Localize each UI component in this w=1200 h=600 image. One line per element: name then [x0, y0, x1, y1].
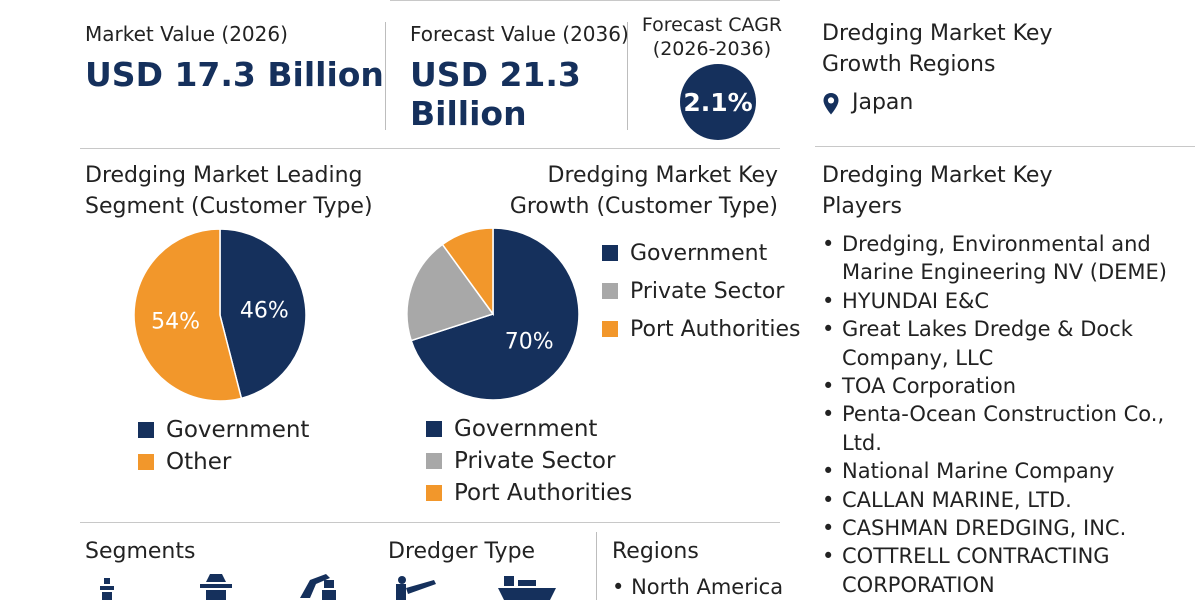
- forecast-value-line2: Billion: [410, 94, 527, 133]
- key-player-item: CALLAN MARINE, LTD.: [820, 486, 1190, 515]
- key-player-item: COTTRELL CONTRACTING CORPORATION: [820, 542, 1190, 599]
- chart1-slice-government: [219, 228, 307, 400]
- chart2-slice-private-sector: [406, 243, 495, 342]
- key-player-item: National Marine Company: [820, 457, 1190, 486]
- regions-item-label: North America: [631, 575, 784, 599]
- chart1-legend-swatch-government: [138, 422, 154, 438]
- key-player-item: Penta-Ocean Construction Co., Ltd.: [820, 400, 1190, 457]
- growth-region-japan: Japan: [852, 90, 914, 115]
- key-players-list: Dredging, Environmental and Marine Engin…: [820, 230, 1190, 599]
- key-player-item: CASHMAN DREDGING, INC.: [820, 514, 1190, 543]
- chart2-legend-bottom-label-government: Government: [454, 416, 598, 442]
- regions-item-north-america: • North America: [612, 575, 784, 599]
- key-players-title-line1: Dredging Market Key: [822, 163, 1053, 188]
- chart2-legend-bottom-item-private: Private Sector: [426, 445, 632, 477]
- top-border-line: [390, 0, 780, 1]
- chart2-data-label-government: 70%: [505, 329, 554, 354]
- cagr-label-line2: (2026-2036): [652, 38, 772, 60]
- chart2-legend-bottom-item-government: Government: [426, 413, 632, 445]
- chart1-legend-label-other: Other: [166, 449, 232, 475]
- chart2-legend-right-label-port: Port Authorities: [630, 316, 801, 342]
- growth-regions-title-line1: Dredging Market Key: [822, 21, 1053, 46]
- cagr-label-line1: Forecast CAGR: [641, 14, 783, 36]
- chart2-legend-right-label-private: Private Sector: [630, 278, 785, 304]
- chart1-data-label-government: 46%: [240, 298, 289, 323]
- chart1-legend-label-government: Government: [166, 417, 310, 443]
- growth-regions-title-line2: Growth Regions: [822, 52, 996, 77]
- chart2-legend-right-item-private: Private Sector: [602, 272, 801, 310]
- chart2-legend-right-item-port: Port Authorities: [602, 310, 801, 348]
- chart1-legend: Government Other: [138, 414, 309, 478]
- chart2-legend-bottom-item-port: Port Authorities: [426, 477, 632, 509]
- chart2-legend-bottom-label-port: Port Authorities: [454, 480, 633, 506]
- kpi-divider-2: [627, 22, 628, 130]
- chart2-legend-bottom: Government Private Sector Port Authoriti…: [426, 413, 632, 509]
- chart2-title-line1: Dredging Market Key: [547, 163, 778, 188]
- chart2-legend-right-swatch-private: [602, 283, 618, 299]
- bottom-divider-regions: [596, 532, 597, 600]
- forecast-value-label: Forecast Value (2036): [410, 22, 629, 46]
- dredger-type-label: Dredger Type: [388, 539, 536, 564]
- government-building-icon: [100, 578, 114, 600]
- chart2-slice-government: [410, 227, 580, 401]
- key-players-title-line2: Players: [822, 194, 902, 219]
- key-player-item: Dredging, Environmental and Marine Engin…: [820, 230, 1190, 287]
- key-player-item: Great Lakes Dredge & Dock Company, LLC: [820, 315, 1190, 372]
- regions-bottom-divider: [815, 146, 1195, 147]
- kpi-bottom-divider: [80, 148, 780, 149]
- chart1-legend-item-other: Other: [138, 446, 309, 478]
- charts-bottom-divider: [80, 522, 780, 523]
- regions-label: Regions: [612, 539, 699, 564]
- chart2-slice-port-authorities: [441, 227, 494, 317]
- chart1-legend-item-government: Government: [138, 414, 309, 446]
- chart2-legend-bottom-swatch-government: [426, 421, 442, 437]
- port-crane-icon: [300, 574, 336, 600]
- chart2-legend-right-swatch-port: [602, 321, 618, 337]
- forecast-value-line1: USD 21.3: [410, 55, 581, 94]
- chart1-data-label-other: 54%: [151, 310, 200, 335]
- chart2-title-line2: Growth (Customer Type): [509, 194, 778, 219]
- chart2-legend-bottom-label-private: Private Sector: [454, 448, 616, 474]
- chart1-slice-other: [133, 228, 243, 402]
- chart2-legend-bottom-swatch-port: [426, 485, 442, 501]
- dredger-cutter-icon: [396, 576, 436, 600]
- market-value-label: Market Value (2026): [85, 22, 288, 46]
- cagr-badge: 2.1%: [680, 64, 756, 140]
- dredger-hopper-icon: [498, 576, 556, 600]
- chart1-title-line1: Dredging Market Leading: [85, 163, 363, 188]
- private-sector-icon: [200, 574, 232, 600]
- chart2-pie: 70%: [406, 227, 580, 401]
- location-pin-icon: [823, 93, 839, 115]
- chart1-pie: 46% 54%: [133, 228, 307, 402]
- kpi-divider-1: [385, 22, 386, 130]
- chart2-legend-right: Government Private Sector Port Authoriti…: [602, 234, 801, 348]
- chart2-legend-right-item-government: Government: [602, 234, 801, 272]
- chart2-legend-right-label-government: Government: [630, 240, 768, 266]
- chart2-legend-bottom-swatch-private: [426, 453, 442, 469]
- segments-label: Segments: [85, 539, 196, 564]
- chart1-legend-swatch-other: [138, 454, 154, 470]
- market-value: USD 17.3 Billion: [85, 55, 384, 94]
- key-player-item: TOA Corporation: [820, 372, 1190, 401]
- key-player-item: HYUNDAI E&C: [820, 287, 1190, 316]
- chart1-title-line2: Segment (Customer Type): [85, 194, 373, 219]
- chart2-legend-right-swatch-government: [602, 245, 618, 261]
